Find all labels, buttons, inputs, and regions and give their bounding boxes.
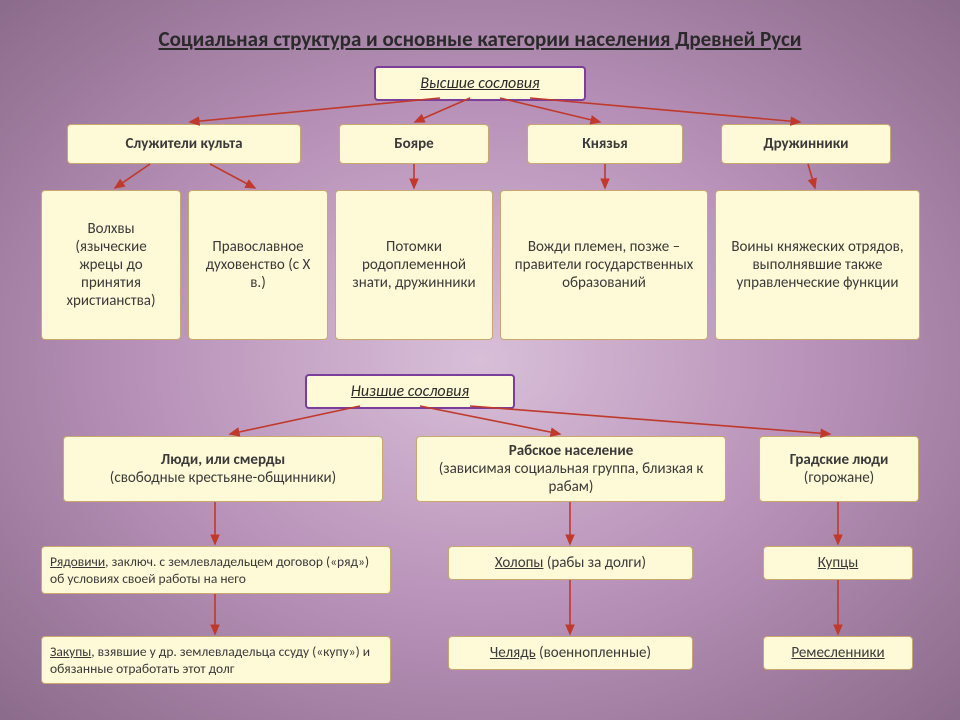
box-holopy: Холопы (рабы за долги) <box>448 546 693 580</box>
header-bot: Низшие сословия <box>305 374 515 409</box>
lbl-lyudi-t: Люди, или смерды <box>161 451 285 469</box>
t-chel: (военнопленные) <box>536 644 651 662</box>
box-zakupy: Закупы, взявшие у др. землевладельца ссу… <box>41 636 391 684</box>
lbl-rab-s: (зависимая социальная группа, близкая к … <box>439 460 704 496</box>
u-hol: Холопы <box>495 554 544 572</box>
box-druzhinniki: Дружинники <box>721 124 891 164</box>
box-gradskie: Градские люди(горожане) <box>759 436 919 502</box>
arrows-layer <box>0 0 960 720</box>
box-remes: Ремесленники <box>763 636 913 670</box>
box-voiny: Воины княжеских отрядов, выполнявшие так… <box>715 190 920 340</box>
u-zak: Закупы <box>50 643 91 660</box>
header-top: Высшие сословия <box>374 66 586 101</box>
page-title: Социальная структура и основные категори… <box>0 26 960 52</box>
u-ryad: Рядовичи <box>50 553 105 570</box>
box-boyare: Бояре <box>339 124 489 164</box>
box-sluzhiteli: Служители культа <box>67 124 301 164</box>
u-chel: Челядь <box>490 644 536 662</box>
t-zak: , взявшие у др. землевладельца ссуду («к… <box>50 643 370 677</box>
box-chelyad: Челядь (военнопленные) <box>448 636 693 670</box>
box-knyazya: Князья <box>527 124 683 164</box>
box-vozhdi: Вожди племен, позже – правители государс… <box>500 190 708 340</box>
lbl-grad-s: (горожане) <box>804 469 874 487</box>
lbl-lyudi-s: (свободные крестьяне-общинники) <box>110 469 336 487</box>
box-potomki: Потомки родоплеменной знати, дружинники <box>335 190 493 340</box>
t-hol: (рабы за долги) <box>543 554 646 572</box>
box-lyudi: Люди, или смерды(свободные крестьяне-общ… <box>63 436 383 502</box>
lbl-rab-t: Рабское население <box>509 442 634 460</box>
box-volhvy: Волхвы (языческие жрецы до принятия хрис… <box>41 190 181 340</box>
lbl-grad-t: Градские люди <box>790 451 889 469</box>
box-ryadovichi: Рядовичи, заключ. с землевладельцем дого… <box>41 546 391 594</box>
box-pravoslav: Православное духовенство (с X в.) <box>188 190 328 340</box>
box-rabskoe: Рабское население(зависимая социальная г… <box>416 436 726 502</box>
box-kupcy: Купцы <box>763 546 913 580</box>
